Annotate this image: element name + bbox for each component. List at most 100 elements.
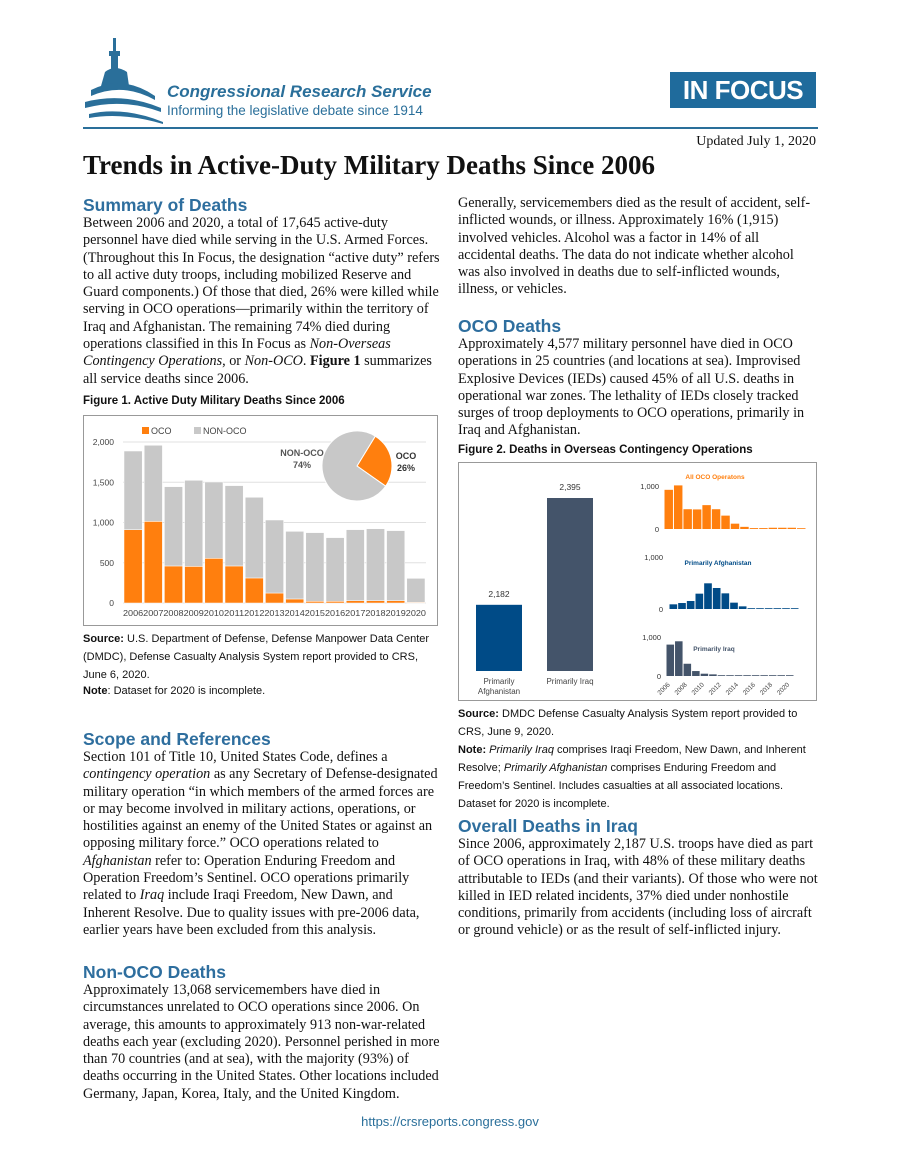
- mini-bar-2014: [740, 526, 749, 529]
- note-text: : Dataset for 2020 is incomplete.: [107, 685, 266, 697]
- org-name: Congressional Research Service: [167, 82, 432, 101]
- mini-bar-2020: [790, 608, 799, 609]
- y-tick-label: 1,000: [642, 633, 661, 642]
- x-tick-label: 2010: [204, 608, 224, 618]
- mini-chart-title: All OCO Operatons: [685, 474, 745, 481]
- bar-oco-2011: [224, 565, 244, 604]
- mini-bar-2014: [734, 675, 743, 676]
- text: as any Secretary of Defense-designated m…: [83, 766, 438, 852]
- mini-bar-2020: [785, 675, 794, 676]
- bar-oco-2018: [366, 600, 385, 604]
- text-em: Non-OCO: [244, 353, 303, 370]
- y-tick-label: 0: [655, 525, 659, 534]
- left-column: Summary of Deaths Between 2006 and 2020,…: [83, 195, 440, 388]
- x-tick-label: 2006: [123, 608, 143, 618]
- mini-bar-2013: [730, 523, 740, 529]
- pie-slice-oco: [356, 435, 393, 487]
- y-tick-label: 2,000: [93, 437, 115, 447]
- mini-chart-title: Primarily Afghanistan: [685, 560, 752, 567]
- mini-bar-2007: [673, 485, 683, 529]
- source-label: Source:: [458, 708, 499, 720]
- mini-bar-2017: [764, 608, 773, 609]
- header-rule: [83, 127, 818, 129]
- nonoco-heading: Non-OCO Deaths: [83, 962, 226, 982]
- iraq-heading: Overall Deaths in Iraq: [458, 816, 638, 836]
- note-label: Note: [83, 685, 108, 697]
- footer-link[interactable]: https://crsreports.congress.gov: [361, 1114, 539, 1129]
- bar-non-oco-2018: [366, 528, 385, 601]
- figure2-chart: 2,182 Primarily Afghanistan 2,395 Primarily …: [458, 462, 817, 701]
- pie-slice-non-oco: [321, 430, 387, 502]
- mini-bar-2010: [700, 673, 709, 676]
- y-tick-label: 500: [100, 558, 114, 568]
- y-tick-label: 1,000: [644, 553, 663, 562]
- text: .: [302, 353, 311, 370]
- mini-bar-2016: [756, 608, 764, 609]
- bar-non-oco-2016: [325, 537, 345, 602]
- text-em: Non-Overseas Contingency Operations: [83, 336, 391, 370]
- iraq-section: Overall Deaths in Iraq Since 2006, appro…: [458, 816, 818, 940]
- mini-bar-2017: [760, 675, 768, 676]
- summary-heading: Summary of Deaths: [83, 195, 248, 215]
- mini-bar-2015: [743, 675, 751, 676]
- x-tick-label: 2009: [184, 608, 204, 618]
- bar-non-oco-2013: [265, 519, 284, 594]
- bar-non-oco-2011: [224, 485, 244, 567]
- x-tick-label: 2018: [759, 681, 774, 696]
- oco-paragraph: Approximately 4,577 military personnel h…: [458, 336, 805, 439]
- category-label: Primarily: [483, 677, 514, 686]
- bar-oco-2007: [143, 521, 163, 604]
- x-tick-label: 2006: [657, 681, 672, 696]
- text: include Iraqi Freedom, New Dawn, and Inh…: [83, 887, 420, 938]
- legend-swatch-oco: [142, 427, 149, 434]
- mini-bar-2013: [730, 602, 738, 609]
- mini-bar-2015: [747, 608, 756, 609]
- x-tick-label: 2014: [285, 608, 305, 618]
- bar-non-oco-2017: [345, 529, 365, 601]
- value-label: 2,395: [559, 482, 581, 492]
- y-tick-label: 0: [659, 605, 663, 614]
- in-focus-badge: IN FOCUS: [670, 72, 816, 108]
- figure2-caption: Figure 2. Deaths in Overseas Contingency…: [458, 444, 753, 456]
- scope-heading: Scope and References: [83, 729, 271, 749]
- capitol-dome-logo: [85, 38, 163, 124]
- mini-bar-2016: [751, 675, 760, 676]
- text: refer to: Operation Enduring Freedom and…: [83, 852, 410, 904]
- x-tick-label: 2017: [345, 608, 365, 618]
- value-label: 2,182: [488, 589, 510, 599]
- oco-section: OCO Deaths Approximately 4,577 military …: [458, 316, 818, 440]
- mini-bar-2016: [759, 528, 768, 529]
- bar-oco-2012: [244, 577, 264, 604]
- y-tick-label: 0: [657, 672, 661, 681]
- note-em: Primarily Afghanistan: [503, 762, 608, 774]
- mini-bar-2010: [704, 583, 712, 609]
- text: , or: [222, 353, 245, 370]
- bar-non-oco-2015: [305, 532, 325, 602]
- y-tick-label: 1,000: [640, 482, 659, 491]
- page-title: Trends in Active-Duty Military Deaths Si…: [83, 150, 655, 180]
- bar-oco-2010: [204, 558, 224, 604]
- legend-label: OCO: [151, 426, 172, 436]
- source-text: U.S. Department of Defense, Defense Manp…: [83, 633, 430, 681]
- text-em: contingency operation: [83, 766, 211, 783]
- mini-bar-2014: [738, 606, 747, 609]
- source-text: DMDC Defense Casualty Analysis System re…: [458, 708, 798, 738]
- mini-bar-2019: [787, 527, 797, 529]
- x-tick-label: 2008: [674, 681, 689, 696]
- x-tick-label: 2018: [365, 608, 385, 618]
- bar-oco-2006: [123, 529, 143, 604]
- bar-oco-2014: [285, 598, 305, 604]
- mini-bar-2008: [683, 509, 692, 529]
- bar-non-oco-2008: [164, 486, 183, 567]
- bar-oco-2016: [325, 601, 345, 604]
- updated-date: Updated July 1, 2020: [696, 134, 816, 149]
- mini-bar-2018: [768, 675, 777, 676]
- x-tick-label: 2011: [224, 608, 244, 618]
- bar-oco-2019: [386, 600, 406, 604]
- nonoco-paragraph: Approximately 13,068 servicemembers have…: [83, 982, 440, 1102]
- bar-oco-2015: [305, 601, 325, 604]
- pie-label-name: NON-OCO: [280, 448, 324, 458]
- x-tick-label: 2019: [386, 608, 406, 618]
- x-tick-label: 2007: [143, 608, 163, 618]
- note-label: Note:: [458, 744, 487, 756]
